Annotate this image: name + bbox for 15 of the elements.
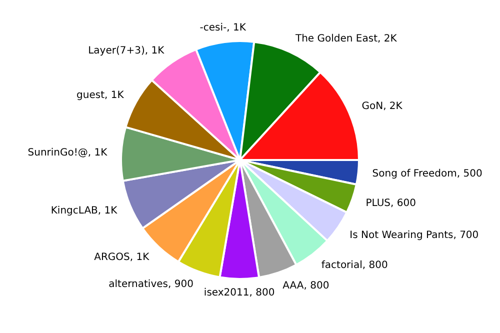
slice-label: KingcLAB, 1K	[50, 206, 118, 217]
slice-label: Layer(7+3), 1K	[88, 45, 165, 56]
slice-label: guest, 1K	[76, 90, 124, 101]
slice-label: -cesi-, 1K	[200, 22, 246, 34]
slice-label: AAA, 800	[282, 280, 330, 292]
slice-label: The Golden East, 2K	[294, 34, 398, 45]
slice-label: factorial, 800	[321, 260, 388, 271]
slice-label: ARGOS, 1K	[94, 252, 150, 263]
slice-label: Song of Freedom, 500	[372, 168, 482, 180]
slice-label: SunrinGo!@, 1K	[28, 148, 108, 159]
slice-label: alternatives, 900	[108, 279, 194, 290]
slice-label: isex2011, 800	[204, 288, 275, 299]
slice-label: Is Not Wearing Pants, 700	[350, 230, 479, 241]
slice-label: GoN, 2K	[362, 101, 403, 112]
slice-label: PLUS, 600	[366, 198, 416, 209]
